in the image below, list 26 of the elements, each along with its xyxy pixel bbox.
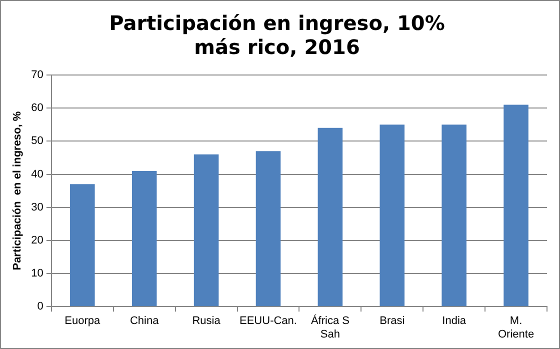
x-tick-label: Brasi (380, 315, 405, 328)
y-tick-label: 70 (31, 69, 44, 82)
bar (70, 184, 95, 306)
x-tick-label: Rusia (192, 315, 222, 328)
x-tick-label: India (442, 315, 467, 328)
bar (132, 170, 157, 306)
y-tick-label: 40 (31, 168, 44, 180)
x-tick-label: Euorpa (64, 315, 102, 328)
x-tick-label: África S Sah (310, 314, 350, 340)
x-tick-label: M. Oriente (498, 315, 534, 340)
y-tick-label: 10 (31, 268, 44, 280)
chart-title: Participación en ingreso, 10% más rico, 2016 (109, 11, 445, 60)
y-tick-label: 20 (31, 234, 44, 246)
bar (504, 104, 528, 306)
bar (380, 124, 405, 306)
y-tick-label: 50 (31, 135, 44, 148)
bar (318, 128, 343, 306)
y-axis-title: Participación en el ingreso, % (12, 111, 24, 270)
bar (194, 154, 219, 306)
bar (442, 124, 466, 306)
x-tick-label: EEUU-Can. (240, 315, 297, 328)
bar (256, 151, 281, 306)
y-tick-label: 0 (37, 300, 44, 313)
x-tick-label: China (130, 315, 160, 328)
y-tick-label: 60 (31, 102, 44, 114)
y-tick-label: 30 (31, 201, 44, 214)
